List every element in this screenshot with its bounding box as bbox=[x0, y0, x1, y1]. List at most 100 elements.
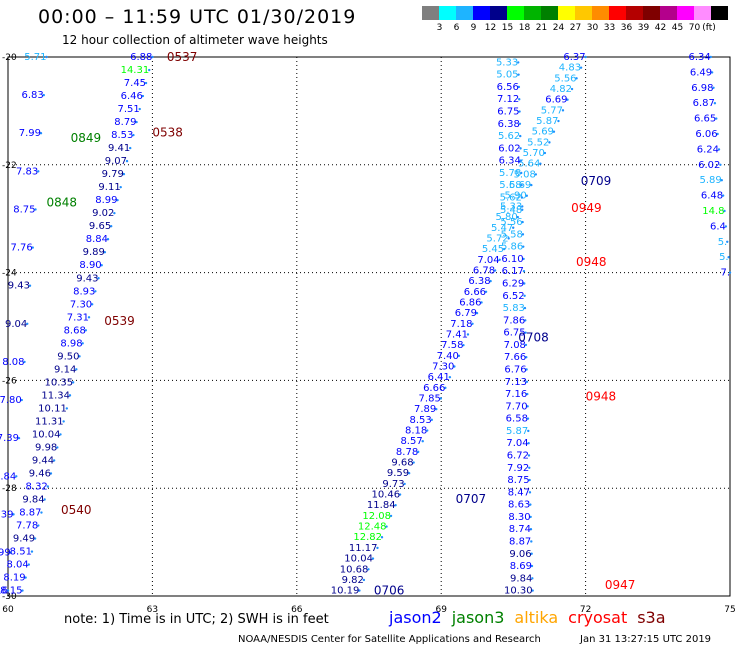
track-point bbox=[719, 163, 722, 166]
track-point bbox=[522, 270, 526, 273]
track-point bbox=[33, 537, 37, 540]
track-point bbox=[78, 355, 81, 358]
pass-time-label: 0538 bbox=[152, 125, 183, 139]
track-point bbox=[31, 246, 34, 249]
wave-height-label: 8.30 bbox=[508, 512, 530, 523]
wave-height-label: 5. bbox=[719, 252, 729, 263]
wave-height-label: 7.80 bbox=[0, 395, 22, 406]
wave-height-label: 9.43 bbox=[76, 273, 98, 284]
wave-height-label: 8.84 bbox=[86, 234, 108, 245]
wave-height-label: 6.17 bbox=[502, 266, 524, 277]
wave-height-label: 9.41 bbox=[108, 143, 130, 154]
wave-height-label: 7.58 bbox=[441, 340, 463, 351]
track-point bbox=[530, 552, 533, 555]
track-point bbox=[512, 226, 515, 229]
scale-swatch bbox=[507, 6, 524, 20]
wave-height-label: 9.49 bbox=[13, 534, 35, 545]
track-point bbox=[539, 162, 542, 165]
wave-height-label: 11.34 bbox=[41, 390, 70, 401]
track-point bbox=[524, 343, 528, 347]
track-point bbox=[6, 589, 10, 592]
wave-height-label: 7.39 bbox=[0, 433, 19, 444]
wave-height-label: 6.38 bbox=[498, 119, 520, 130]
track-point bbox=[27, 563, 30, 566]
y-tick-label: -22 bbox=[2, 161, 17, 171]
wave-height-label: 6.48 bbox=[701, 191, 723, 202]
track-point bbox=[713, 102, 717, 105]
wave-height-label: 7.31 bbox=[67, 312, 89, 323]
wave-height-label: 7.84 bbox=[0, 471, 16, 482]
track-point bbox=[716, 132, 719, 136]
footer-note: note: 1) Time is in UTC; 2) SWH is in fe… bbox=[64, 612, 329, 627]
wave-height-label: 8.53 bbox=[111, 130, 133, 141]
wave-height-label: 7.04 bbox=[506, 438, 528, 449]
altimeter-tracks: 5.71 6.83 7.99 7.83 8.75 7.76 9.43 9.04 8.08 7.80… bbox=[0, 52, 732, 597]
track-point bbox=[23, 360, 26, 364]
wave-height-label: 7.70 bbox=[505, 401, 527, 412]
scale-swatch bbox=[660, 6, 677, 20]
wave-height-label: 8.74 bbox=[509, 524, 531, 535]
track-point bbox=[56, 446, 59, 449]
wave-height-label: 5.64 bbox=[518, 159, 540, 170]
track-point bbox=[113, 211, 116, 215]
wave-height-label: 6.88 bbox=[130, 52, 152, 63]
track-point bbox=[37, 170, 40, 173]
track-point bbox=[517, 73, 520, 76]
wave-height-label: 8.90 bbox=[79, 260, 101, 271]
track-point bbox=[416, 450, 420, 454]
track-point bbox=[523, 294, 526, 297]
track-point bbox=[119, 185, 122, 189]
map-grid bbox=[7, 56, 731, 597]
wave-height-label: 5.48 bbox=[500, 205, 522, 216]
wave-height-label: 8.98 bbox=[60, 338, 82, 349]
wave-height-label: 6.83 bbox=[21, 90, 43, 101]
wave-height-label: 9.73 bbox=[382, 479, 404, 490]
track-point bbox=[520, 171, 523, 175]
track-point bbox=[524, 331, 527, 334]
wave-height-label: 9.59 bbox=[387, 468, 409, 479]
wave-height-label: 8.47 bbox=[508, 487, 530, 498]
track-point bbox=[394, 504, 397, 507]
wave-height-label: 6.98 bbox=[691, 83, 713, 94]
wave-height-label: 5.69 bbox=[532, 127, 554, 138]
track-point bbox=[726, 240, 729, 243]
wave-height-label: 10.68 bbox=[340, 564, 369, 575]
scale-swatch bbox=[439, 6, 456, 20]
wave-height-label: 7.85 bbox=[419, 394, 441, 405]
track-point bbox=[116, 198, 119, 202]
wave-height-label: 6.65 bbox=[694, 114, 716, 125]
wave-height-label: 9.79 bbox=[102, 169, 124, 180]
wave-height-label: 6.02 bbox=[698, 160, 720, 171]
wave-height-label: 5.70 bbox=[523, 148, 545, 159]
scale-swatch bbox=[609, 6, 626, 20]
scale-label: 12 bbox=[484, 23, 497, 33]
track-point bbox=[122, 172, 126, 176]
wave-height-label: 6.4 bbox=[710, 221, 726, 232]
track-point bbox=[371, 557, 375, 560]
track-point bbox=[151, 55, 154, 59]
wave-height-label: 5.45 bbox=[482, 244, 504, 255]
wave-height-label: 6.69 bbox=[545, 95, 567, 106]
wave-height-label: 9.43 bbox=[8, 281, 30, 292]
pass-time-label: 0947 bbox=[605, 578, 636, 592]
track-point bbox=[720, 179, 723, 182]
scale-label: 33 bbox=[603, 23, 616, 33]
track-point bbox=[109, 224, 113, 228]
wave-height-label: 4.82 bbox=[550, 84, 572, 95]
wave-height-label: 10.30 bbox=[504, 586, 533, 597]
track-point bbox=[444, 386, 447, 390]
wave-height-label: 5.83 bbox=[503, 303, 525, 314]
track-point bbox=[471, 322, 474, 326]
y-tick-label: -20 bbox=[2, 53, 17, 63]
track-point bbox=[575, 77, 578, 80]
track-point bbox=[144, 81, 148, 85]
wave-height-label: 5.87 bbox=[536, 116, 558, 127]
scale-swatch bbox=[473, 6, 490, 20]
scale-label: 45 bbox=[671, 23, 684, 33]
x-tick-label: 63 bbox=[147, 605, 158, 615]
scale-label: 70 bbox=[688, 23, 701, 33]
wave-height-label: 6.76 bbox=[504, 364, 526, 375]
wave-height-label: 6.58 bbox=[506, 414, 528, 425]
track-point bbox=[439, 397, 443, 400]
track-point bbox=[75, 368, 78, 371]
